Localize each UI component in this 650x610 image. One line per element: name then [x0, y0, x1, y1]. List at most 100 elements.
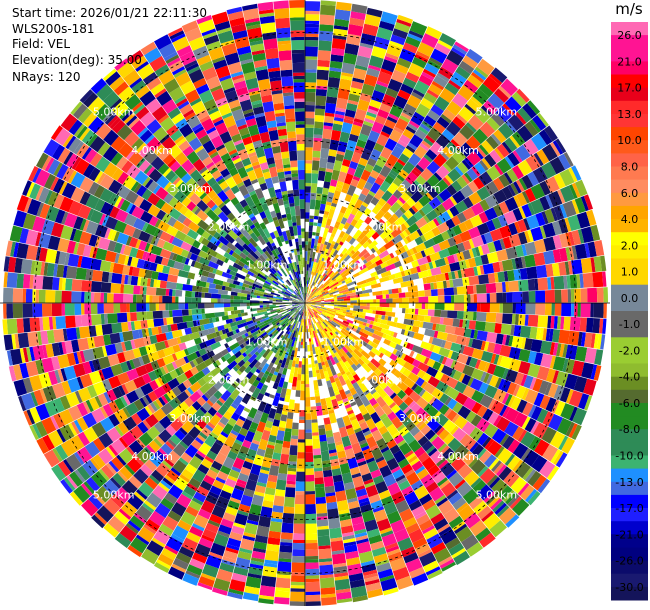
ray-gate	[312, 317, 317, 324]
ray-gate	[407, 285, 418, 292]
ray-gate	[424, 328, 436, 338]
ray-gate	[32, 289, 36, 303]
ray-gate	[320, 0, 336, 6]
ray-gate	[559, 247, 568, 262]
ray-gate	[369, 279, 378, 286]
ray-gate	[310, 409, 318, 420]
ray-gate	[133, 320, 142, 330]
ray-gate	[364, 117, 375, 124]
ray-gate	[433, 518, 449, 531]
ray-gate	[165, 303, 169, 311]
ray-gate	[479, 160, 489, 171]
ray-gate	[305, 303, 308, 309]
ray-gate	[368, 377, 379, 389]
ray-gate	[334, 204, 342, 215]
ray-gate	[330, 219, 337, 228]
ray-gate	[326, 330, 334, 340]
ray-gate	[347, 497, 358, 503]
ray-gate	[527, 100, 541, 115]
ray-gate	[417, 256, 429, 266]
ray-gate	[514, 372, 525, 386]
ray-gate	[342, 240, 349, 248]
ray-gate	[394, 208, 404, 219]
ray-gate	[42, 303, 53, 317]
ray-gate	[517, 482, 530, 496]
ray-gate	[498, 485, 513, 500]
ray-gate	[331, 196, 339, 205]
ray-gate	[305, 303, 308, 305]
ray-gate	[520, 374, 528, 387]
ray-gate	[534, 278, 539, 291]
ray-gate	[451, 215, 461, 226]
ray-gate	[502, 292, 507, 303]
ray-gate	[308, 299, 315, 302]
ray-gate	[494, 163, 504, 176]
ray-gate	[323, 315, 327, 319]
ray-gate	[580, 288, 588, 303]
ray-gate	[488, 458, 500, 470]
ray-gate	[430, 289, 438, 297]
ray-gate	[511, 258, 517, 270]
ray-gate	[426, 366, 439, 378]
ray-gate	[380, 261, 388, 269]
ray-gate	[554, 303, 562, 316]
ray-gate	[327, 77, 341, 89]
ray-gate	[545, 397, 557, 413]
ray-gate	[256, 295, 261, 299]
ray-gate	[351, 442, 362, 455]
ray-gate	[401, 179, 412, 190]
ray-gate	[394, 255, 400, 262]
ray-gate	[463, 267, 475, 278]
ray-gate	[305, 40, 319, 47]
ray-gate	[381, 431, 394, 444]
ray-gate	[110, 283, 121, 294]
ray-gate	[305, 293, 308, 303]
ray-gate	[315, 314, 324, 323]
ray-gate	[292, 539, 305, 544]
ray-gate	[3, 287, 14, 303]
ray-gate	[472, 69, 487, 81]
ray-gate	[330, 270, 339, 279]
ray-gate	[339, 515, 351, 521]
ray-gate	[287, 412, 294, 420]
ray-gate	[352, 393, 359, 399]
ray-gate	[299, 357, 303, 362]
ray-gate	[307, 267, 311, 278]
ray-gate	[297, 452, 305, 459]
ray-gate	[392, 376, 401, 386]
ray-gate	[433, 330, 439, 338]
ray-gate	[296, 458, 305, 469]
ray-gate	[375, 456, 385, 463]
ray-gate	[498, 201, 510, 215]
ray-gate	[316, 282, 322, 288]
ray-gate	[376, 387, 388, 399]
ray-gate	[365, 392, 374, 401]
ray-gate	[500, 323, 512, 336]
ray-gate	[505, 281, 510, 292]
ray-gate	[373, 329, 384, 338]
ray-gate	[505, 246, 518, 260]
ray-gate	[483, 423, 499, 439]
ray-gate	[483, 491, 496, 503]
ray-gate	[347, 24, 364, 37]
ray-gate	[336, 282, 347, 289]
ray-gate	[309, 248, 314, 259]
ray-gate	[352, 475, 365, 488]
ray-gate	[529, 326, 538, 340]
ray-gate	[319, 434, 327, 442]
ray-gate	[396, 477, 408, 485]
ray-gate	[338, 389, 348, 400]
ray-gate	[340, 301, 344, 303]
ray-gate	[411, 344, 424, 355]
ray-gate	[436, 116, 450, 129]
ray-gate	[305, 294, 311, 303]
ray-gate	[467, 294, 471, 303]
ray-gate	[298, 361, 302, 368]
ray-gate	[309, 270, 312, 275]
ray-gate	[411, 325, 420, 333]
ray-gate	[332, 35, 347, 40]
ray-gate	[384, 119, 396, 130]
ray-gate	[458, 221, 468, 233]
ray-gate	[335, 274, 342, 280]
ray-gate	[334, 18, 350, 28]
